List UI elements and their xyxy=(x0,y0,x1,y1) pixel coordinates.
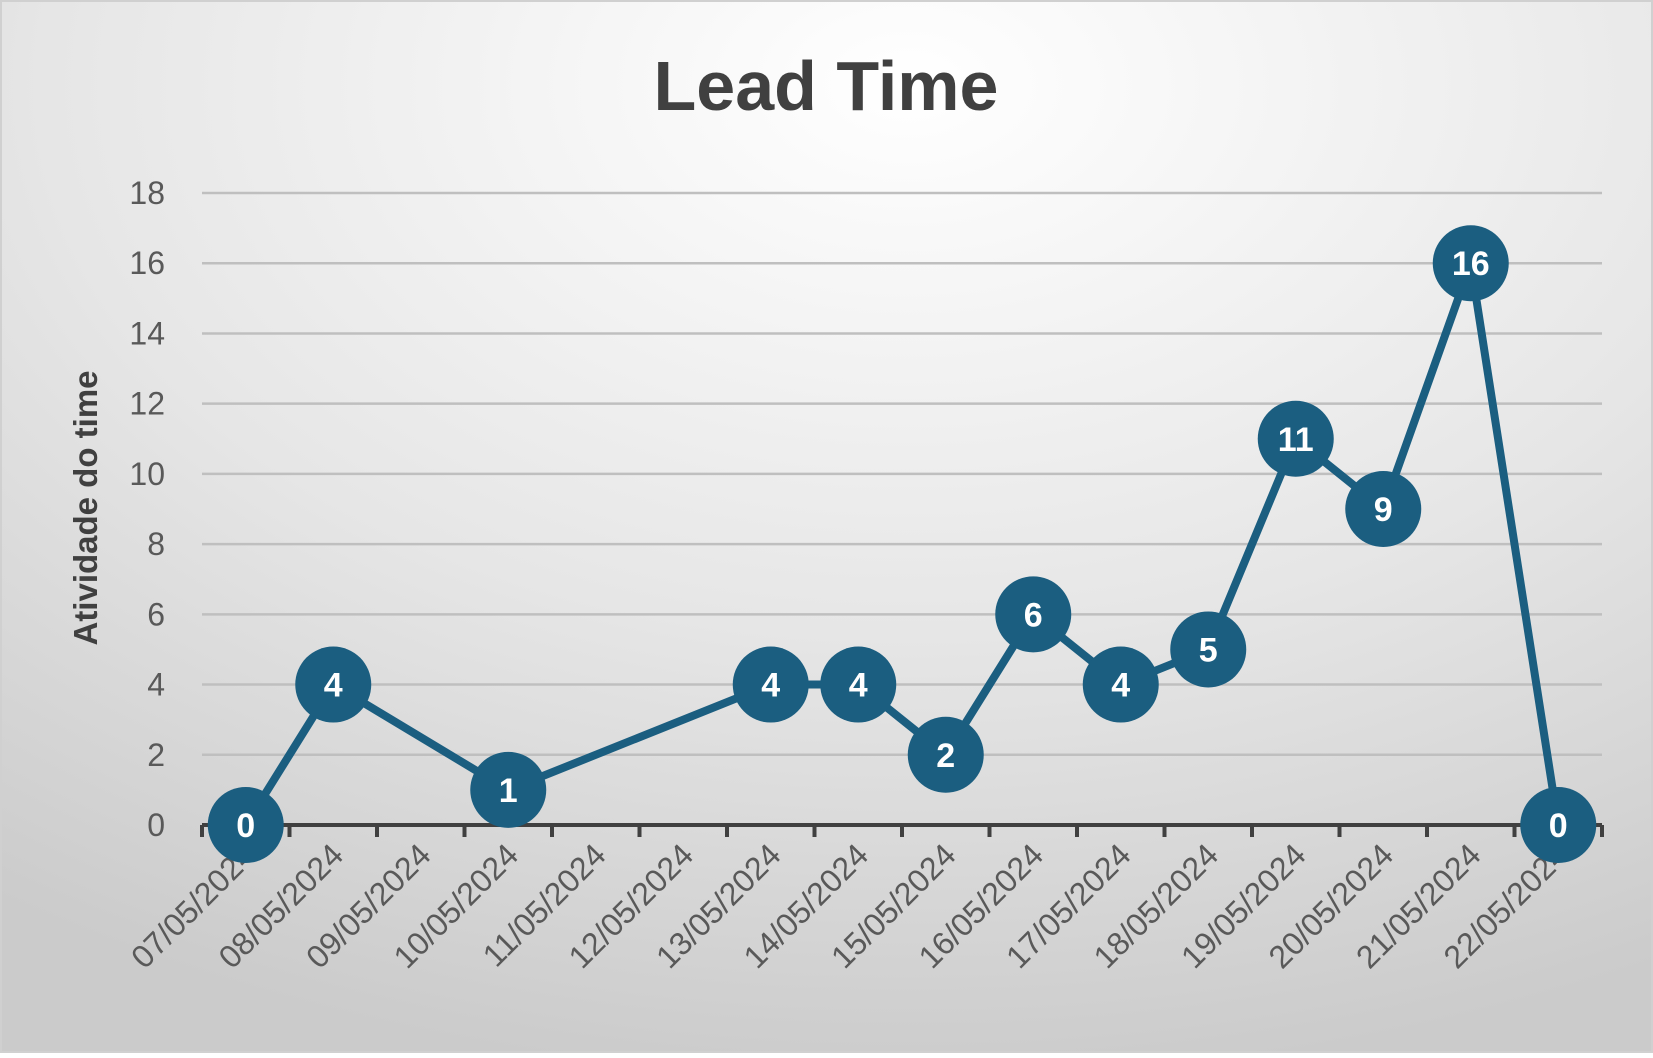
data-point xyxy=(207,787,284,863)
chart-title: Lead Time xyxy=(654,47,999,125)
data-point xyxy=(732,646,809,723)
y-tick-label: 12 xyxy=(129,386,165,422)
y-tick-labels: 0 2 4 6 8 10 12 14 16 18 xyxy=(129,175,165,843)
data-label: 0 xyxy=(236,807,255,845)
data-label: 6 xyxy=(1024,596,1043,634)
gridlines xyxy=(202,191,1602,757)
data-label: 1 xyxy=(499,772,518,810)
x-axis xyxy=(200,823,1604,837)
y-tick-label: 8 xyxy=(147,526,165,562)
y-tick-label: 14 xyxy=(129,315,165,351)
y-tick-label: 16 xyxy=(129,245,165,281)
y-axis-label: Atividade do time xyxy=(67,370,104,645)
data-label: 0 xyxy=(1549,807,1568,845)
y-tick-label: 0 xyxy=(147,807,165,843)
data-point xyxy=(295,646,372,723)
data-label: 9 xyxy=(1374,491,1393,529)
data-point xyxy=(1257,400,1334,477)
data-label: 5 xyxy=(1199,631,1218,669)
data-point xyxy=(470,751,547,828)
data-point xyxy=(1432,225,1509,302)
data-markers: 0 4 1 4 4 2 6 4 5 11 9 16 0 xyxy=(207,225,1597,863)
data-point xyxy=(1345,471,1422,547)
data-point xyxy=(1082,646,1159,723)
data-label: 11 xyxy=(1278,421,1314,459)
y-tick-label: 2 xyxy=(147,737,165,773)
data-point xyxy=(1170,611,1247,688)
data-point xyxy=(995,576,1072,653)
data-label: 4 xyxy=(761,667,780,705)
y-tick-label: 18 xyxy=(129,175,165,211)
y-tick-label: 6 xyxy=(147,596,165,632)
data-label: 16 xyxy=(1452,245,1490,283)
data-point xyxy=(1520,787,1597,863)
y-tick-label: 10 xyxy=(129,456,165,492)
data-label: 4 xyxy=(324,667,343,705)
data-point xyxy=(907,716,984,793)
data-label: 2 xyxy=(936,737,955,775)
y-tick-label: 4 xyxy=(147,667,165,703)
data-point xyxy=(820,646,897,723)
data-label: 4 xyxy=(849,667,868,705)
data-label: 4 xyxy=(1111,667,1130,705)
